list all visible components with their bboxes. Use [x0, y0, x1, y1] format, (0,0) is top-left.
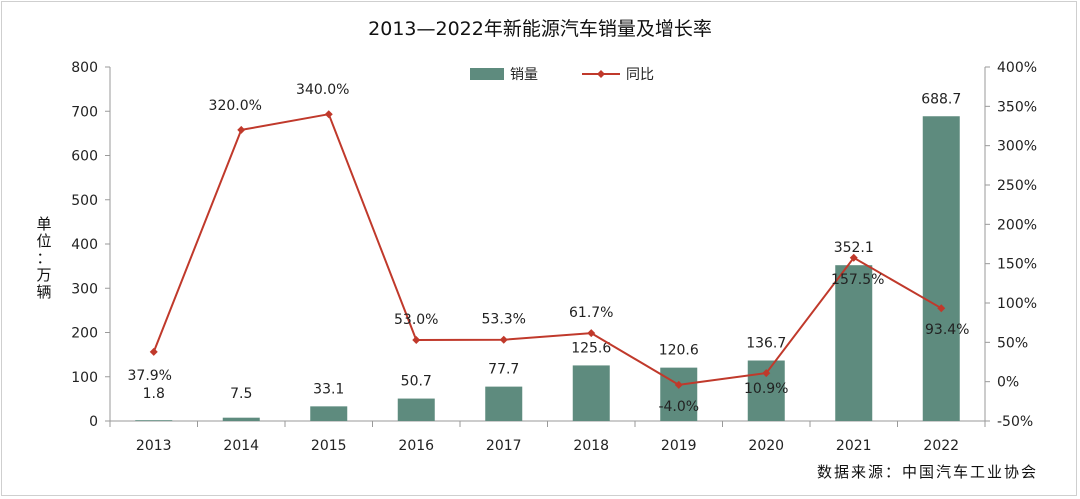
bar-sales-2014	[222, 417, 260, 421]
legend-label-growth: 同比	[626, 67, 654, 83]
legend-label-sales: 销量	[510, 67, 538, 83]
x-tick-label: 2022	[923, 438, 959, 454]
y-right-tick-label: 150%	[997, 257, 1037, 273]
growth-point-2016	[412, 335, 421, 344]
growth-point-2022	[937, 304, 946, 313]
y-left-tick-label: 300	[71, 281, 98, 297]
growth-value-label: 53.0%	[394, 312, 438, 328]
bar-value-label: 688.7	[921, 91, 961, 107]
x-tick-label: 2019	[661, 438, 697, 454]
growth-point-2013	[149, 347, 158, 356]
x-tick-label: 2015	[311, 438, 347, 454]
y-right-tick-label: 0%	[997, 375, 1019, 391]
growth-value-label: 61.7%	[569, 305, 613, 321]
growth-value-label: 320.0%	[209, 98, 262, 114]
y-left-tick-label: 0	[89, 414, 98, 430]
growth-value-label: 340.0%	[296, 82, 349, 98]
y-right-tick-label: -50%	[997, 414, 1033, 430]
y-right-tick-label: 200%	[997, 217, 1037, 233]
bar-sales-2021	[835, 265, 873, 421]
legend-marker-growth	[597, 70, 605, 78]
bar-sales-2018	[572, 365, 610, 421]
growth-point-2021	[849, 253, 858, 262]
y-right-tick-label: 350%	[997, 99, 1037, 115]
y-left-tick-label: 800	[71, 60, 98, 76]
y-right-tick-label: 300%	[997, 139, 1037, 155]
bar-value-label: 7.5	[230, 386, 252, 402]
y-left-tick-label: 700	[71, 104, 98, 120]
chart-title: 2013—2022年新能源汽车销量及增长率	[368, 18, 712, 40]
growth-value-label: -4.0%	[658, 399, 699, 415]
growth-rate-line	[152, 113, 942, 386]
x-tick-label: 2013	[136, 438, 172, 454]
growth-point-2020	[762, 369, 771, 378]
bar-sales-2016	[397, 398, 435, 421]
bar-value-label: 33.1	[313, 381, 344, 397]
bar-value-label: 77.7	[488, 362, 519, 378]
growth-point-2017	[499, 335, 508, 344]
data-source-note: 数据来源：中国汽车工业协会	[816, 463, 1038, 481]
bar-value-label: 136.7	[746, 336, 786, 352]
x-tick-label: 2020	[748, 438, 784, 454]
y-left-tick-label: 400	[71, 237, 98, 253]
legend-swatch-sales	[470, 68, 504, 80]
growth-point-2014	[237, 125, 246, 134]
bar-sales-2015	[310, 406, 348, 421]
growth-value-label: 93.4%	[925, 322, 969, 338]
bar-value-label: 120.6	[659, 343, 699, 359]
bar-value-label: 1.8	[143, 386, 165, 402]
growth-value-label: 157.5%	[831, 272, 884, 288]
growth-value-label: 37.9%	[128, 368, 172, 384]
bar-sales-2022	[922, 116, 960, 422]
y-right-tick-label: 250%	[997, 178, 1037, 194]
growth-value-label: 10.9%	[744, 381, 788, 397]
y-left-tick-label: 500	[71, 193, 98, 209]
y-axis-unit-label: 单 位 ： 万 辆	[36, 215, 52, 301]
growth-point-2019	[674, 380, 683, 389]
y-right-tick-label: 50%	[997, 335, 1028, 351]
growth-point-2015	[324, 110, 333, 119]
growth-value-label: 53.3%	[482, 312, 526, 328]
x-tick-label: 2016	[398, 438, 434, 454]
y-left-tick-label: 600	[71, 149, 98, 165]
y-left-tick-label: 100	[71, 370, 98, 386]
bar-value-label: 352.1	[834, 240, 874, 256]
bar-value-label: 125.6	[571, 340, 611, 356]
x-tick-label: 2018	[573, 438, 609, 454]
bar-sales-2017	[485, 386, 523, 421]
bar-sales-2013	[135, 420, 173, 421]
y-right-tick-label: 100%	[997, 296, 1037, 312]
y-right-tick-label: 400%	[997, 60, 1037, 76]
x-tick-label: 2017	[486, 438, 522, 454]
x-tick-label: 2014	[223, 438, 259, 454]
y-left-tick-label: 200	[71, 326, 98, 342]
growth-point-2018	[587, 329, 596, 338]
bar-value-label: 50.7	[401, 374, 432, 390]
x-tick-label: 2021	[836, 438, 872, 454]
